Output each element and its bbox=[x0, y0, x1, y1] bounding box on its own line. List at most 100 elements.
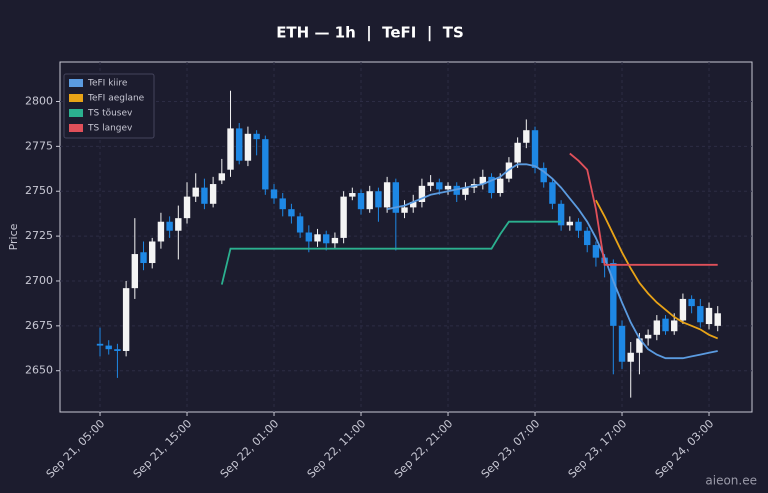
candle-body bbox=[444, 185, 452, 190]
watermark: aieon.ee bbox=[705, 474, 757, 488]
candle-body bbox=[488, 176, 495, 194]
candle-body bbox=[183, 196, 191, 219]
indicator-line bbox=[220, 220, 562, 285]
legend-swatch bbox=[69, 79, 83, 87]
candle-body bbox=[236, 128, 243, 161]
candle-body bbox=[96, 343, 104, 346]
candle-body bbox=[410, 202, 417, 208]
legend-box bbox=[63, 73, 155, 139]
x-tick-label: Sep 23, 17:00 bbox=[566, 417, 630, 481]
y-tick-label: 2650 bbox=[25, 364, 53, 377]
candle-body bbox=[592, 245, 600, 258]
candle-body bbox=[679, 298, 687, 321]
legend-label: TS tõusev bbox=[87, 109, 133, 119]
x-tick-label: Sep 22, 01:00 bbox=[218, 417, 282, 481]
candle-body bbox=[149, 241, 156, 264]
y-tick-label: 2700 bbox=[25, 274, 53, 287]
candle-body bbox=[201, 187, 208, 204]
legend-label: TeFI aeglane bbox=[87, 94, 145, 104]
candle-body bbox=[644, 334, 652, 339]
candle-body bbox=[662, 318, 669, 332]
candle-body bbox=[122, 288, 130, 351]
candle-body bbox=[401, 207, 408, 213]
candle-body bbox=[209, 184, 217, 204]
candle-body bbox=[175, 218, 182, 231]
candle-body bbox=[479, 176, 487, 185]
candle-body bbox=[575, 221, 582, 231]
candle-body bbox=[331, 237, 339, 244]
indicator-line bbox=[569, 152, 718, 266]
candle-body bbox=[523, 130, 530, 143]
legend-label: TS langev bbox=[87, 124, 133, 134]
x-tick-label: Sep 23, 07:00 bbox=[479, 417, 543, 481]
candle-body bbox=[323, 234, 330, 244]
candle-body bbox=[244, 133, 252, 161]
candle-body bbox=[340, 196, 347, 238]
candle-body bbox=[653, 320, 661, 335]
candle-body bbox=[288, 209, 295, 217]
legend-label: TeFI kiire bbox=[87, 79, 128, 89]
candle-body bbox=[392, 182, 400, 213]
legend-swatch bbox=[69, 124, 83, 132]
candle-body bbox=[114, 349, 121, 351]
indicator-line bbox=[595, 199, 719, 340]
candle-body bbox=[166, 221, 173, 231]
legend-swatch bbox=[69, 94, 83, 102]
candle-body bbox=[357, 193, 365, 210]
x-tick-label: Sep 21, 05:00 bbox=[44, 417, 108, 481]
indicator-line bbox=[386, 163, 718, 360]
y-tick-label: 2800 bbox=[25, 94, 53, 107]
candle-body bbox=[349, 193, 356, 197]
candle-body bbox=[192, 187, 199, 197]
candle-body bbox=[383, 182, 391, 208]
x-tick-label: Sep 22, 11:00 bbox=[305, 417, 369, 481]
candle-body bbox=[531, 130, 539, 168]
candle-body bbox=[218, 173, 226, 181]
candle-body bbox=[540, 167, 547, 183]
legend-swatch bbox=[69, 109, 83, 117]
candle-body bbox=[705, 307, 713, 325]
candle-body bbox=[427, 182, 434, 186]
candle-body bbox=[140, 252, 147, 264]
plot-frame bbox=[59, 61, 753, 413]
candle-body bbox=[436, 182, 443, 190]
candle-body bbox=[584, 230, 591, 246]
y-tick-label: 2675 bbox=[25, 319, 53, 332]
candle-body bbox=[314, 234, 321, 242]
x-tick-label: Sep 24, 03:00 bbox=[653, 417, 717, 481]
candle-body bbox=[610, 263, 617, 326]
candle-body bbox=[418, 185, 426, 202]
y-tick-label: 2750 bbox=[25, 184, 53, 197]
candle-body bbox=[462, 187, 469, 195]
candle-body bbox=[296, 216, 304, 233]
candle-body bbox=[375, 191, 382, 208]
candle-body bbox=[305, 232, 313, 242]
y-tick-label: 2775 bbox=[25, 139, 53, 152]
candle-body bbox=[618, 325, 626, 362]
candle-body bbox=[636, 338, 643, 353]
chart-title: ETH — 1h | TeFI | TS bbox=[276, 24, 464, 43]
x-tick-label: Sep 22, 21:00 bbox=[392, 417, 456, 481]
y-tick-label: 2725 bbox=[25, 229, 53, 242]
candle-body bbox=[227, 128, 234, 170]
candle-body bbox=[627, 352, 634, 362]
candle-body bbox=[697, 306, 704, 323]
candle-body bbox=[557, 203, 565, 226]
candle-body bbox=[671, 320, 678, 332]
candle-body bbox=[549, 182, 556, 204]
candle-body bbox=[262, 139, 269, 190]
candle-body bbox=[105, 345, 112, 350]
candle-body bbox=[453, 185, 460, 195]
candle-body bbox=[366, 191, 373, 210]
candle-body bbox=[497, 178, 504, 194]
candle-body bbox=[131, 254, 139, 289]
candle-body bbox=[157, 221, 165, 242]
candle-body bbox=[566, 221, 574, 226]
y-axis-label: Price bbox=[7, 223, 20, 250]
candle-body bbox=[253, 133, 260, 140]
x-tick-label: Sep 21, 15:00 bbox=[131, 417, 195, 481]
candle-body bbox=[514, 142, 521, 163]
candle-body bbox=[270, 189, 278, 199]
grid bbox=[60, 62, 752, 412]
